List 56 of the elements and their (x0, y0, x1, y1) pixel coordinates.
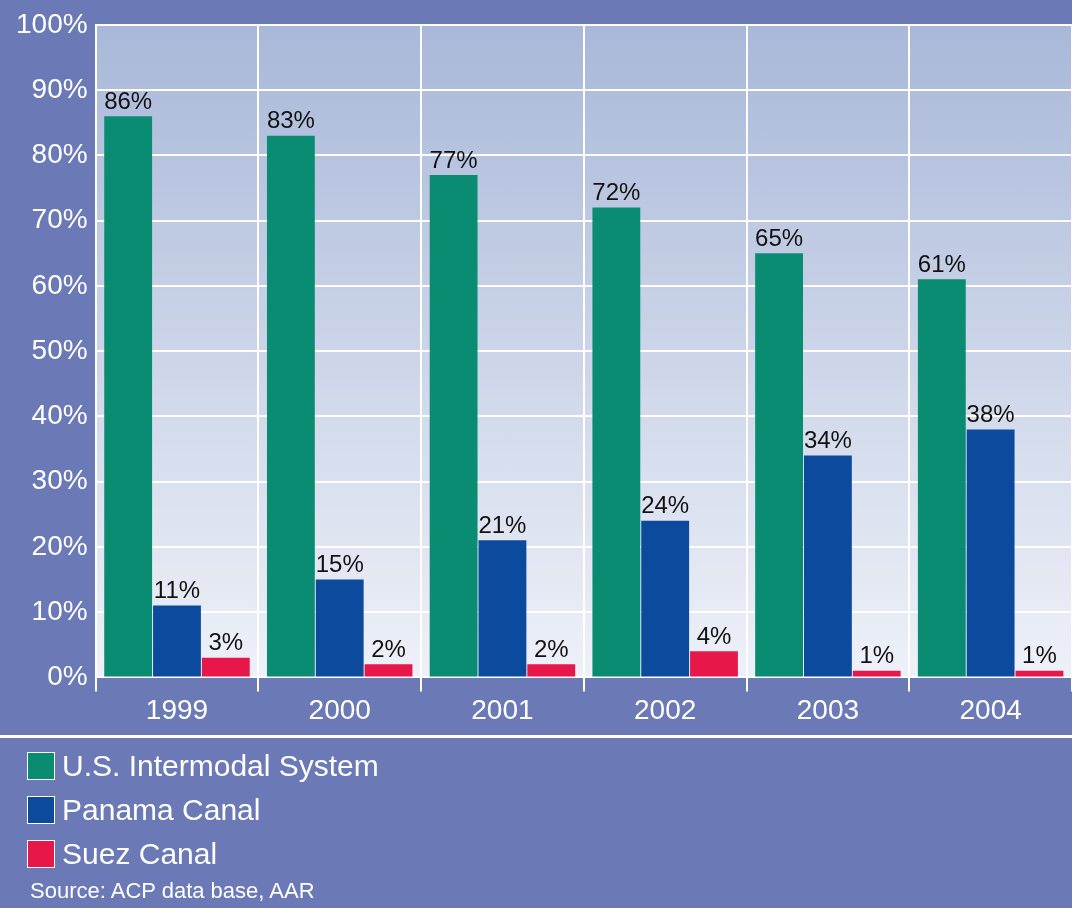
y-tick-label: 40% (31, 399, 88, 431)
x-tick-label: 2003 (796, 693, 860, 725)
x-tick-label: 2001 (471, 693, 534, 725)
data-label: 86% (104, 86, 153, 114)
y-tick-label: 0% (47, 660, 88, 692)
legend-label: U.S. Intermodal System (62, 749, 379, 783)
bar (315, 579, 364, 677)
x-tick-label: 1999 (145, 693, 209, 725)
data-label: 34% (803, 426, 852, 454)
y-tick-label: 10% (31, 594, 88, 626)
y-tick-label: 60% (31, 268, 88, 300)
y-tick-label: 100% (15, 7, 88, 39)
data-label: 38% (966, 400, 1015, 428)
bar (266, 135, 315, 677)
legend-label: Panama Canal (62, 793, 261, 827)
data-label: 21% (478, 510, 527, 538)
bar (153, 605, 201, 677)
bar (592, 207, 641, 677)
data-label: 4% (696, 621, 732, 649)
data-label: 11% (153, 576, 201, 604)
x-tick-label: 2002 (634, 693, 697, 725)
data-label: 65% (755, 223, 804, 251)
source-note: Source: ACP data base, AAR (30, 878, 316, 904)
bar (527, 664, 576, 677)
bar (641, 520, 690, 677)
data-label: 24% (641, 491, 690, 519)
y-tick-label: 30% (31, 464, 88, 496)
bar (364, 664, 413, 677)
bar (852, 670, 901, 677)
bar (429, 174, 478, 677)
y-tick-label: 90% (31, 72, 88, 104)
data-label: 61% (917, 249, 966, 277)
y-tick-label: 20% (31, 529, 88, 561)
bar (690, 651, 738, 677)
y-tick-label: 70% (31, 203, 88, 235)
data-label: 1% (859, 641, 895, 669)
legend-label: Suez Canal (62, 837, 218, 871)
data-label: 72% (592, 178, 641, 206)
bar (104, 116, 153, 677)
bar (803, 455, 852, 677)
y-tick-label: 80% (31, 138, 88, 170)
bar (917, 279, 966, 677)
data-label: 83% (266, 106, 315, 134)
bar (478, 540, 527, 677)
data-label: 1% (1022, 641, 1057, 669)
x-tick-label: 2004 (959, 693, 1022, 725)
y-tick-label: 50% (31, 333, 88, 365)
bar (966, 429, 1015, 677)
data-label: 77% (429, 145, 478, 173)
bar (201, 657, 250, 677)
data-label: 2% (533, 634, 569, 662)
data-label: 2% (371, 634, 406, 662)
bar (755, 253, 804, 677)
data-label: 3% (208, 628, 244, 656)
data-label: 15% (315, 550, 364, 578)
x-tick-label: 2000 (308, 693, 371, 725)
